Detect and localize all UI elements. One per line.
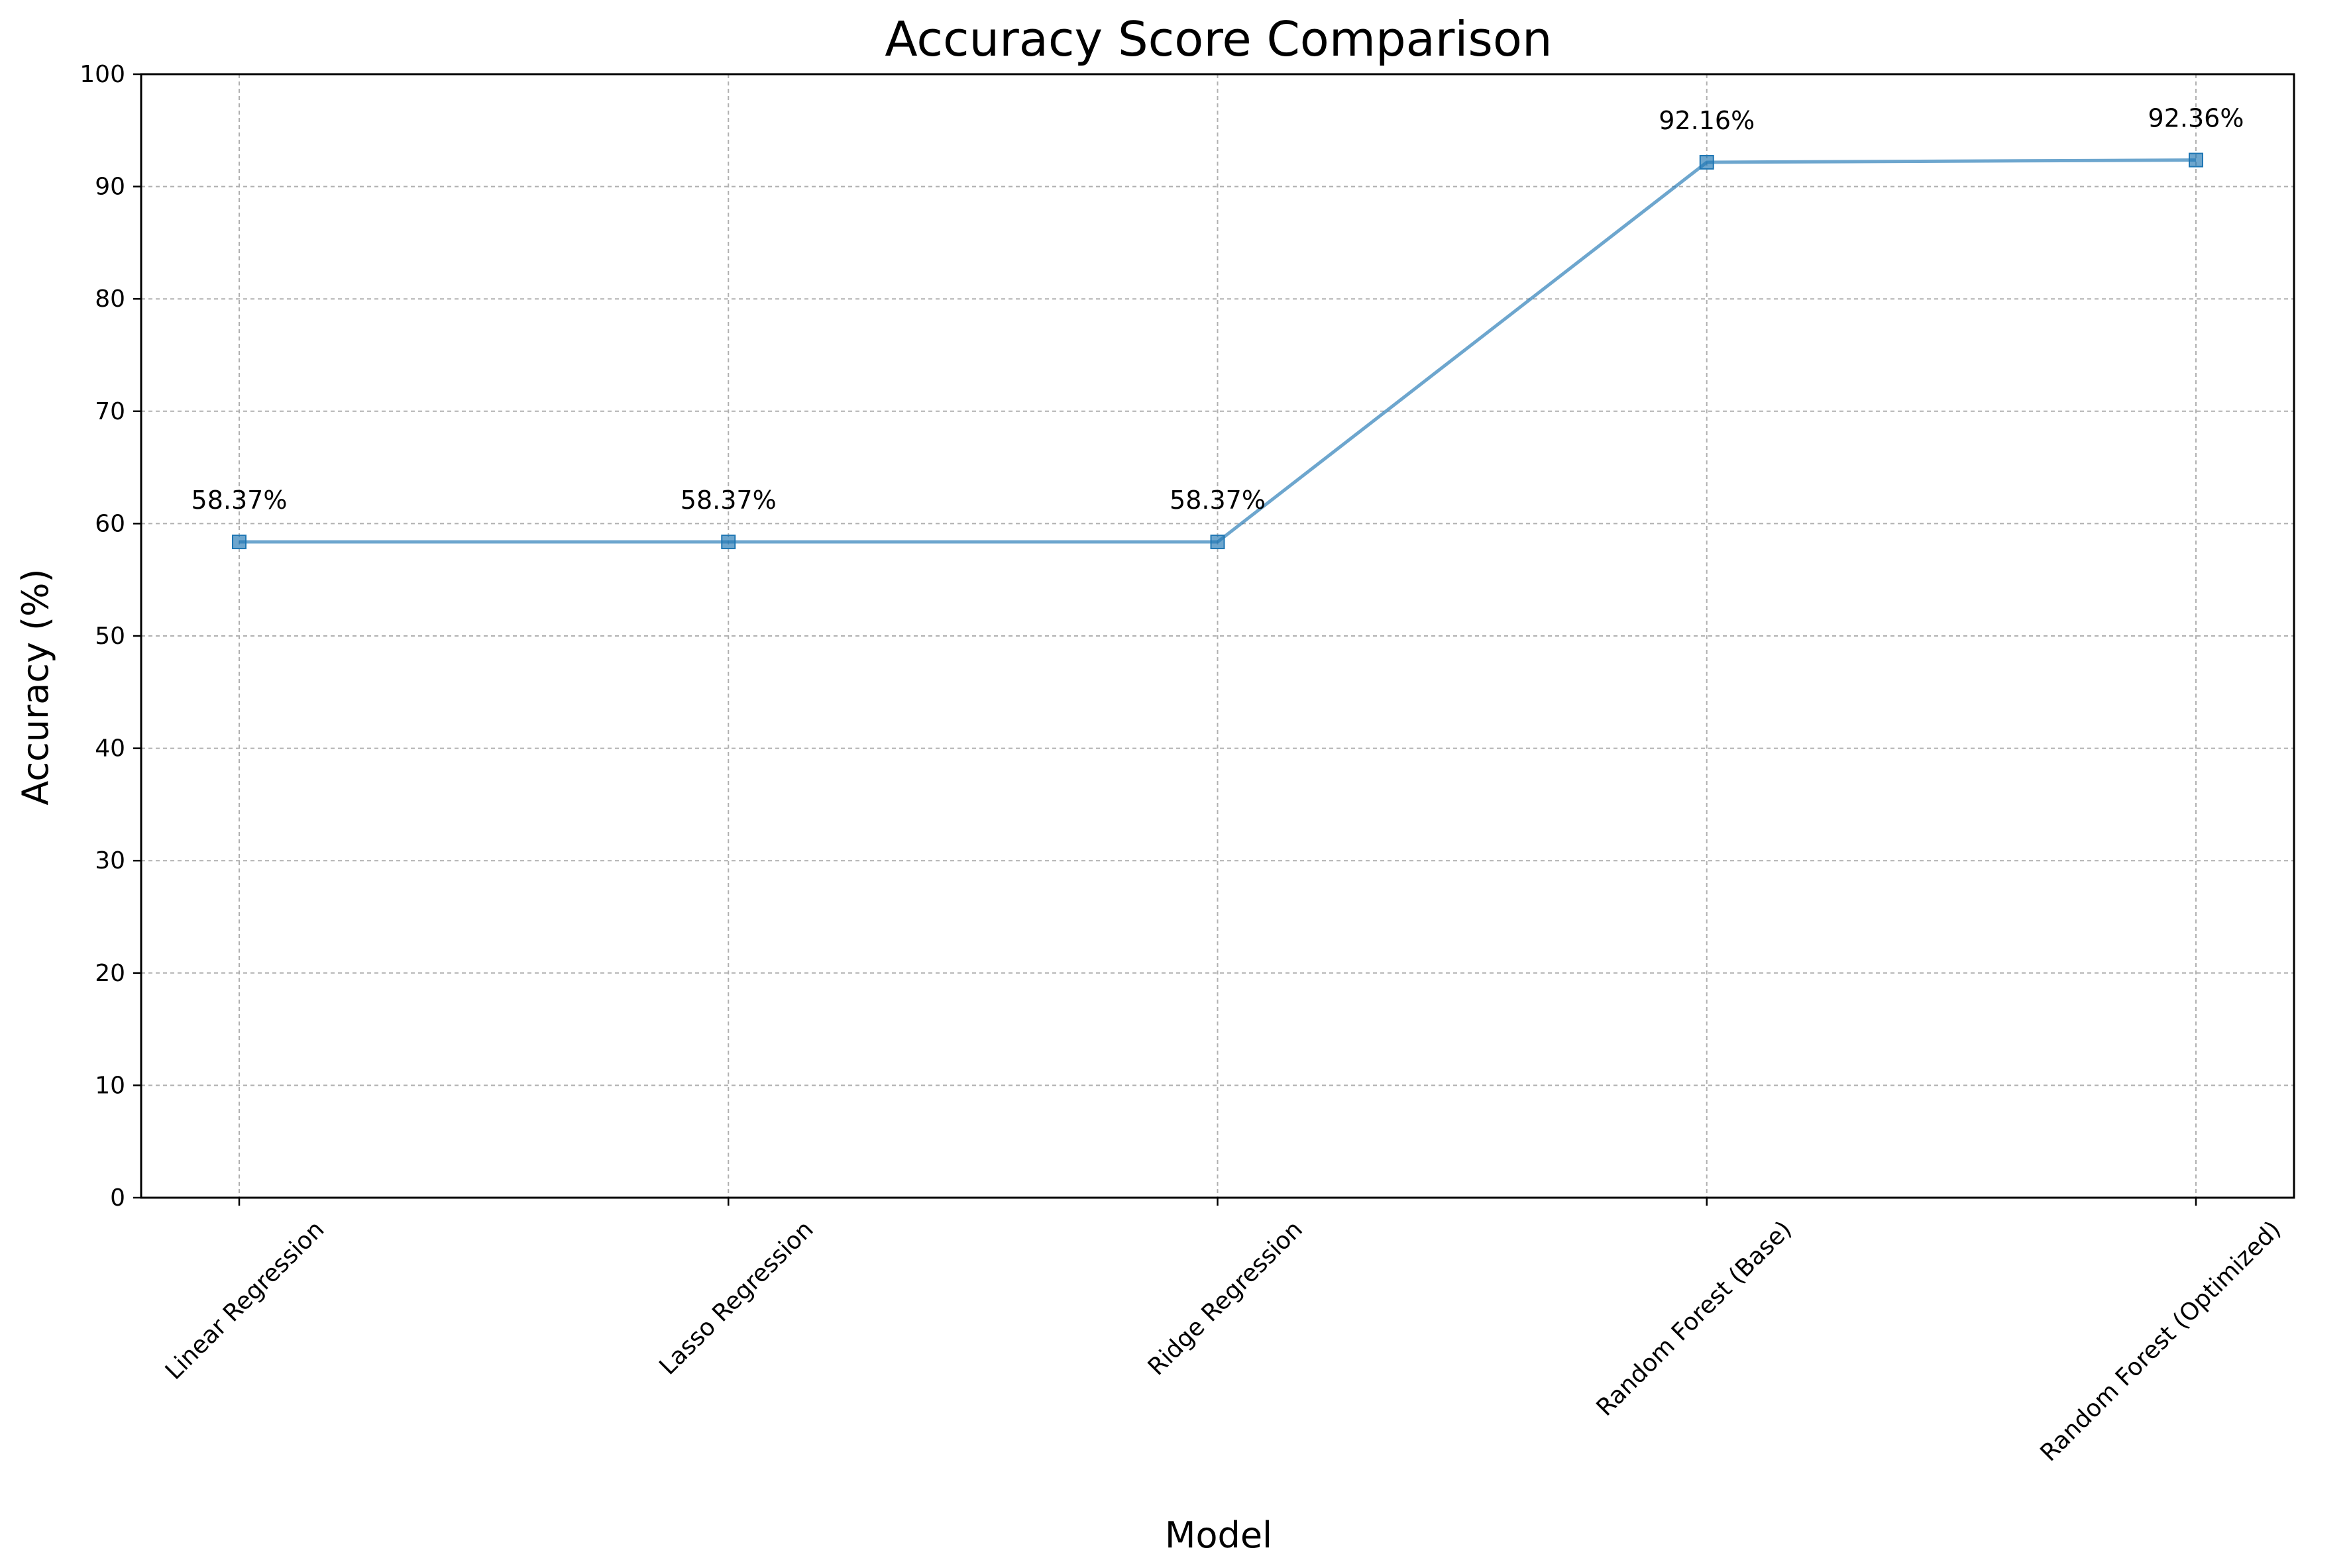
data-point-marker [2189,152,2203,168]
data-point-marker [1699,154,1714,170]
y-tick-label: 60 [95,510,125,537]
y-tick-label: 90 [95,174,125,201]
data-label: 92.16% [1659,106,1755,135]
data-point-marker [721,535,736,550]
y-tick-label: 50 [95,623,125,650]
y-axis-title: Accuracy (%) [15,568,56,805]
y-tick-label: 10 [95,1072,125,1099]
label-layer: 58.37% 58.37% 58.37% 92.16% 92.36% [191,104,2244,515]
data-label: 58.37% [1170,486,1266,515]
x-axis-title: Model [1165,1514,1272,1556]
series-layer [232,152,2203,550]
y-tick-label: 70 [95,398,125,425]
y-tick-label: 0 [110,1184,125,1212]
y-tick-label: 100 [80,61,125,88]
y-tick-label: 40 [95,735,125,762]
data-label: 58.37% [681,486,777,515]
axes-frame [140,73,2295,1199]
y-tick-label: 20 [95,960,125,987]
y-tick-label: 30 [95,847,125,874]
data-point-marker [232,535,246,550]
y-tick-label: 80 [95,286,125,313]
chart-title: Accuracy Score Comparison [885,11,1552,67]
data-label: 58.37% [191,486,288,515]
data-point-marker [1210,535,1225,550]
data-label: 92.36% [2148,104,2244,133]
